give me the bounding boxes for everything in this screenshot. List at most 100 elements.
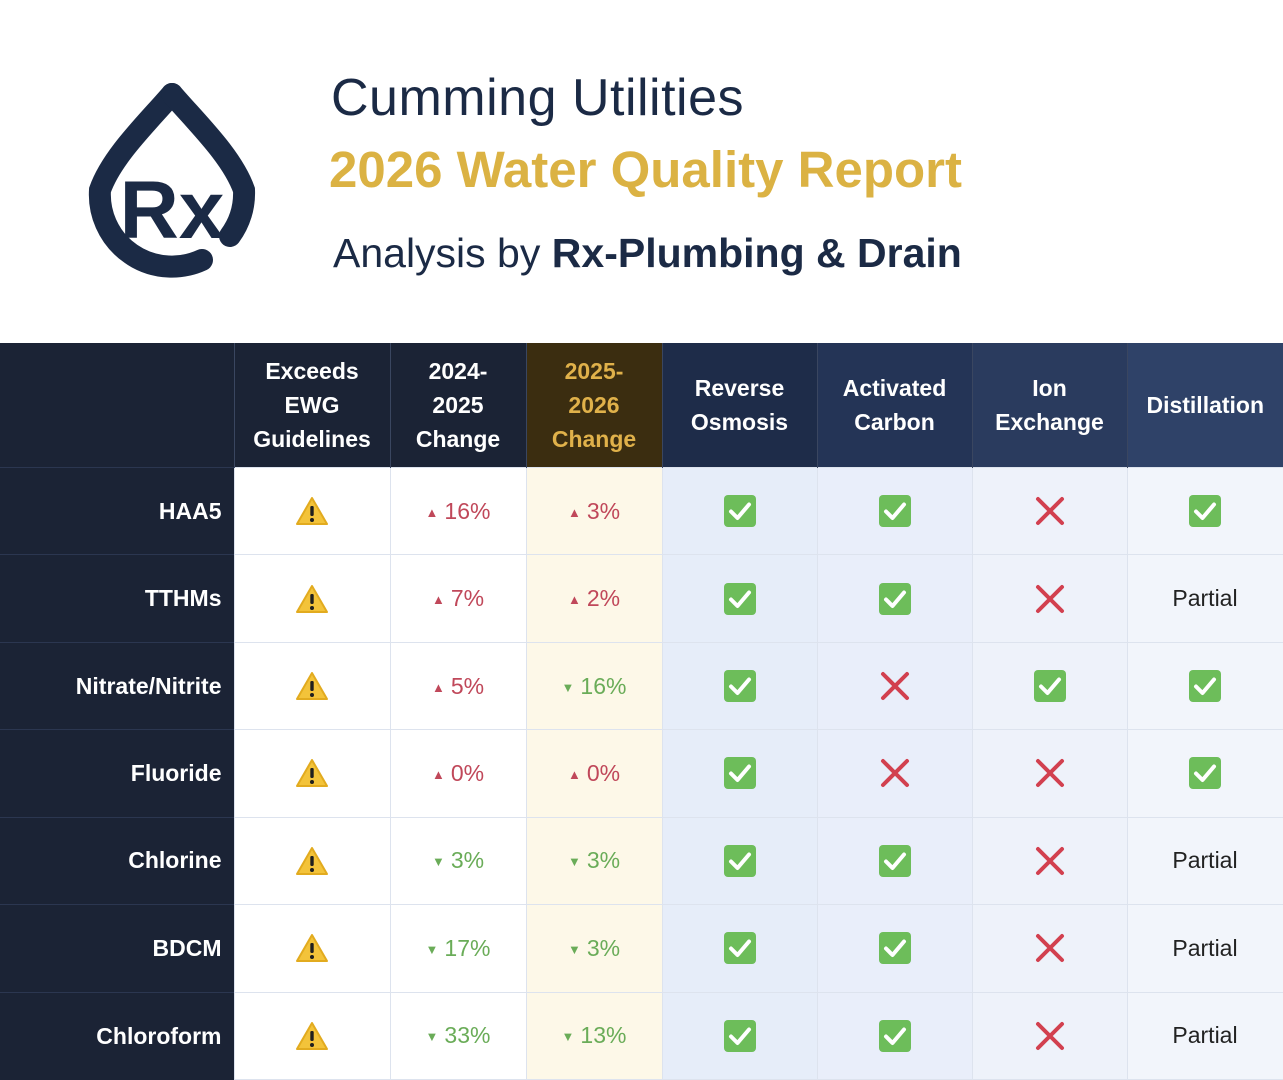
cross-icon — [971, 991, 1128, 1080]
check-icon — [661, 816, 818, 906]
col-header-line: 2025 — [432, 392, 484, 418]
col-header-line: Guidelines — [253, 426, 371, 452]
table-row: BDCM ▼ 17% ▼ 3% Partial — [0, 904, 1283, 993]
change-2025-2026-cell: ▼ 13% — [525, 991, 663, 1080]
change-value: 2% — [586, 585, 621, 612]
check-icon — [1126, 641, 1283, 731]
warning-icon — [233, 641, 391, 731]
col-header-line: Reverse — [694, 375, 785, 401]
check-icon — [816, 816, 973, 906]
partial-text: Partial — [1172, 1022, 1238, 1049]
change-value: 13% — [580, 1022, 627, 1049]
corner-cell — [0, 343, 234, 468]
col-header-ion-exchange: Ion Exchange — [971, 343, 1127, 468]
table-row: TTHMs ▲ 7% ▲ 2% Partial — [0, 554, 1283, 643]
table-row: Chloroform ▼ 33% ▼ 13% Partial — [0, 991, 1283, 1080]
change-2024-2025-cell: ▲ 0% — [389, 729, 527, 818]
partial-label: Partial — [1126, 554, 1283, 643]
partial-text: Partial — [1172, 847, 1238, 874]
contaminant-name: Fluoride — [0, 729, 234, 818]
change-2025-2026-cell: ▼ 3% — [525, 816, 663, 906]
header-row: Exceeds EWG Guidelines 2024- 2025 Change… — [0, 343, 1283, 468]
change-value: 17% — [444, 934, 491, 961]
change-2025-2026-cell: ▼ 3% — [525, 904, 663, 993]
change-value: 7% — [450, 585, 485, 612]
change-value: 16% — [580, 672, 627, 699]
table-row: Chlorine ▼ 3% ▼ 3% Partial — [0, 816, 1283, 906]
col-header-line: Carbon — [854, 409, 935, 435]
col-header-ewg: Exceeds EWG Guidelines — [233, 343, 390, 468]
change-2024-2025-cell: ▲ 7% — [389, 554, 527, 643]
cross-icon — [816, 641, 973, 731]
triangle-down-icon: ▼ — [425, 1029, 439, 1045]
contaminant-name: HAA5 — [0, 466, 234, 555]
check-icon — [816, 554, 973, 643]
contaminant-name: BDCM — [0, 904, 234, 993]
change-2024-2025-cell: ▲ 5% — [389, 641, 527, 731]
triangle-down-icon: ▼ — [431, 854, 445, 870]
partial-label: Partial — [1126, 904, 1283, 993]
col-header-line: Osmosis — [690, 409, 789, 435]
triangle-up-icon: ▲ — [567, 504, 581, 520]
triangle-up-icon: ▲ — [425, 504, 439, 520]
check-icon — [1126, 466, 1283, 556]
change-2024-2025-cell: ▼ 3% — [389, 816, 527, 906]
rx-water-drop-logo: Rx — [88, 83, 256, 278]
col-header-activated-carbon: Activated Carbon — [816, 343, 972, 468]
contaminant-name: TTHMs — [0, 554, 234, 643]
triangle-up-icon: ▲ — [567, 766, 581, 782]
triangle-up-icon: ▲ — [431, 766, 445, 782]
warning-icon — [233, 729, 391, 818]
report-title: 2026 Water Quality Report — [329, 141, 962, 198]
col-header-reverse-osmosis: Reverse Osmosis — [661, 343, 817, 468]
check-icon — [816, 904, 973, 993]
cross-icon — [971, 729, 1128, 818]
warning-icon — [233, 554, 391, 643]
col-header-line: 2024- — [428, 358, 488, 384]
change-2025-2026-cell: ▲ 2% — [525, 554, 663, 643]
change-value: 3% — [586, 497, 621, 524]
logo-text: Rx — [120, 165, 225, 256]
col-header-line: EWG — [284, 392, 340, 418]
check-icon — [661, 554, 818, 643]
change-value: 0% — [450, 759, 485, 786]
check-icon — [661, 466, 818, 556]
check-icon — [816, 991, 973, 1080]
triangle-up-icon: ▲ — [431, 679, 445, 695]
change-2025-2026-cell: ▲ 3% — [525, 466, 663, 556]
col-header-line: Exceeds — [265, 358, 359, 384]
check-icon — [661, 904, 818, 993]
check-icon — [661, 991, 818, 1080]
change-value: 0% — [586, 759, 621, 786]
col-header-line: Ion — [1032, 375, 1067, 401]
partial-label: Partial — [1126, 991, 1283, 1080]
col-header-line: Distillation — [1146, 392, 1265, 418]
partial-text: Partial — [1172, 585, 1238, 612]
triangle-down-icon: ▼ — [561, 679, 575, 695]
byline-prefix: Analysis by — [333, 230, 541, 276]
check-icon — [661, 729, 818, 818]
check-icon — [816, 466, 973, 556]
change-2024-2025-cell: ▲ 16% — [389, 466, 527, 556]
col-header-distillation: Distillation — [1126, 343, 1283, 468]
col-header-line: Exchange — [995, 409, 1104, 435]
change-2025-2026-cell: ▲ 0% — [525, 729, 663, 818]
change-2024-2025-cell: ▼ 17% — [389, 904, 527, 993]
contaminant-name: Chlorine — [0, 816, 234, 905]
change-2024-2025-cell: ▼ 33% — [389, 991, 527, 1080]
byline-company: Rx-Plumbing & Drain — [551, 230, 962, 276]
col-header-change-2024-2025: 2024- 2025 Change — [389, 343, 526, 468]
contaminant-name: Nitrate/Nitrite — [0, 641, 234, 730]
byline: Analysis by Rx-Plumbing & Drain — [333, 230, 962, 277]
col-header-line: 2026 — [568, 392, 620, 418]
triangle-down-icon: ▼ — [567, 854, 581, 870]
col-header-line: Activated — [842, 375, 947, 401]
cross-icon — [971, 904, 1128, 993]
change-2025-2026-cell: ▼ 16% — [525, 641, 663, 731]
warning-icon — [233, 991, 391, 1080]
triangle-up-icon: ▲ — [567, 592, 581, 608]
report-header: Rx Cumming Utilities 2026 Water Quality … — [0, 0, 1283, 343]
change-value: 3% — [586, 847, 621, 874]
triangle-up-icon: ▲ — [431, 592, 445, 608]
cross-icon — [971, 554, 1128, 643]
